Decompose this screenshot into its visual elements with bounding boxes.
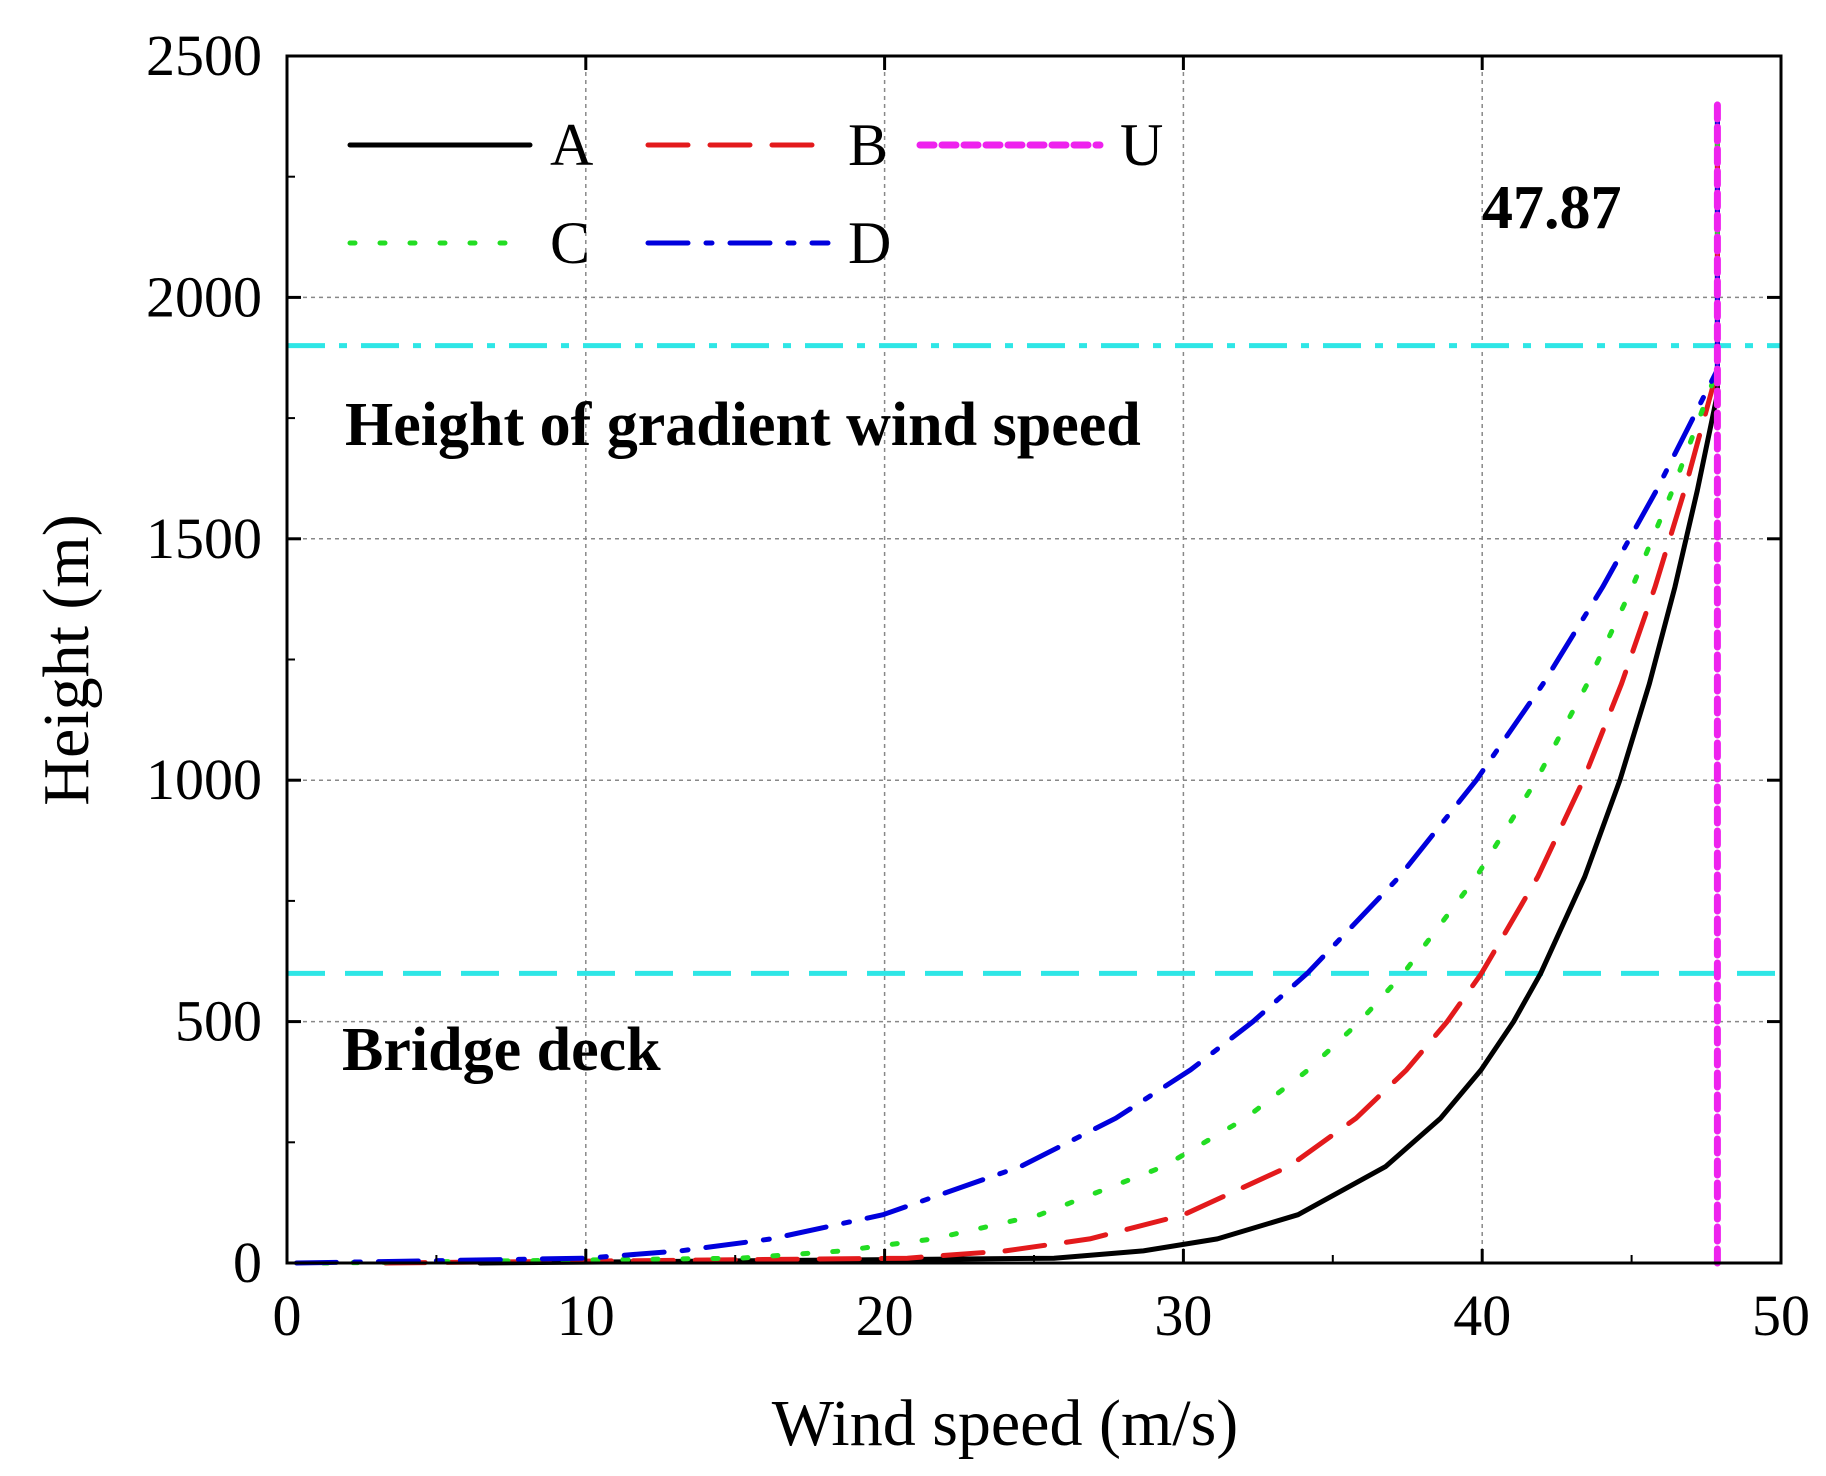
x-tick-label: 0 <box>273 1283 302 1348</box>
legend-label-u: U <box>1120 112 1163 178</box>
bridge-deck-label: Bridge deck <box>342 1016 661 1084</box>
y-tick-label: 1500 <box>146 506 262 571</box>
grid <box>287 56 1781 1263</box>
gradient-speed-annotation: 47.87 <box>1482 174 1622 242</box>
legend-label-b: B <box>848 112 888 178</box>
y-tick-label: 0 <box>233 1230 262 1295</box>
reference-lines <box>287 343 1781 976</box>
y-tick-label: 500 <box>175 989 262 1054</box>
legend-label-a: A <box>550 112 593 178</box>
series-line-d <box>293 101 1720 1266</box>
x-tick-label: 10 <box>557 1283 615 1348</box>
legend-label-d: D <box>848 210 891 276</box>
x-tick-label: 20 <box>856 1283 914 1348</box>
series-line-a <box>477 101 1720 1266</box>
y-axis-title: Height (m) <box>30 514 103 805</box>
legend-label-c: C <box>550 210 590 276</box>
y-tick-label: 1000 <box>146 747 262 812</box>
y-tick-label: 2000 <box>146 264 262 329</box>
x-tick-label: 40 <box>1453 1283 1511 1348</box>
x-axis-title: Wind speed (m/s) <box>772 1387 1239 1460</box>
legend: A B C D U <box>347 112 1163 276</box>
y-tick-label: 2500 <box>146 23 262 88</box>
x-tick-label: 30 <box>1154 1283 1212 1348</box>
series-lines <box>293 100 1721 1267</box>
x-tick-label: 50 <box>1752 1283 1810 1348</box>
gradient-height-label: Height of gradient wind speed <box>345 391 1141 459</box>
series-line-c <box>320 101 1720 1266</box>
